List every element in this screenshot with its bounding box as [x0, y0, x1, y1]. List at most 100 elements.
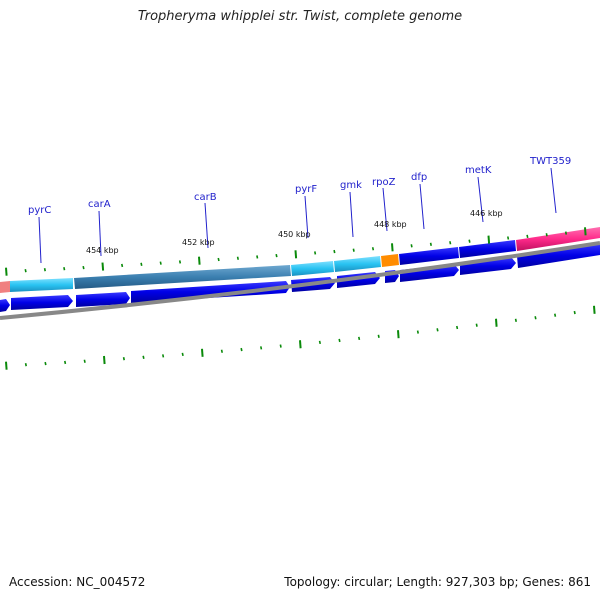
minor-tick [181, 352, 184, 357]
minor-tick [554, 313, 557, 317]
gene-arrow[interactable] [517, 243, 600, 268]
minor-tick [534, 316, 537, 320]
minor-tick [256, 255, 259, 259]
cog-segment-light-blue [10, 278, 73, 292]
minor-tick [83, 359, 86, 363]
minor-tick [377, 334, 380, 338]
cog-segment-orange [381, 254, 399, 267]
minor-tick [82, 265, 85, 270]
minor-tick [507, 236, 510, 240]
minor-tick [358, 336, 361, 341]
minor-tick [436, 328, 439, 332]
cog-segment-blue [399, 247, 459, 265]
minor-tick [352, 248, 355, 252]
minor-tick [64, 360, 67, 365]
gene-label-pyrC[interactable]: pyrC [28, 205, 51, 216]
outer-tick-ring [5, 227, 587, 276]
major-tick [198, 256, 201, 265]
minor-tick [573, 310, 576, 315]
minor-tick [122, 357, 125, 361]
minor-tick [475, 323, 478, 327]
minor-tick [410, 244, 413, 248]
cog-segment-pink [516, 227, 600, 251]
leader-lines [38, 167, 557, 264]
accession-text: Accession: NC_004572 [9, 575, 146, 589]
minor-tick [545, 233, 548, 237]
minor-tick [275, 253, 278, 258]
minor-tick [468, 239, 471, 243]
gene-ring [0, 243, 600, 312]
minor-tick [333, 249, 336, 254]
minor-tick [178, 260, 182, 264]
gene-arrow[interactable] [76, 292, 130, 307]
genome-summary-text: Topology: circular; Length: 927,303 bp; … [284, 575, 591, 589]
gene-label-rpoZ[interactable]: rpoZ [372, 177, 396, 188]
gene-arrow[interactable] [11, 295, 73, 310]
minor-tick [44, 361, 47, 366]
gene-label-pyrF[interactable]: pyrF [295, 184, 317, 195]
minor-tick [63, 267, 66, 271]
gene-labels: pyrC carA carB pyrF gmk rpoZ dfp metK TW… [28, 156, 571, 216]
position-label-454kbp: 454 kbp [86, 246, 119, 255]
gene-arrow[interactable] [131, 281, 290, 303]
major-tick [201, 348, 204, 357]
minor-tick [456, 325, 459, 330]
minor-tick [217, 257, 220, 262]
cog-ring [0, 227, 600, 293]
position-label-452kbp: 452 kbp [182, 238, 215, 247]
cog-segment-light-blue-3 [334, 256, 381, 272]
minor-tick [260, 346, 263, 350]
major-tick [495, 318, 498, 327]
gene-label-carA[interactable]: carA [88, 199, 111, 210]
position-label-448kbp: 448 kbp [374, 220, 407, 229]
major-tick [101, 262, 105, 271]
minor-tick [564, 231, 568, 235]
cog-segment-light-blue-2 [291, 261, 334, 276]
minor-tick [240, 347, 243, 352]
minor-tick [416, 330, 419, 334]
major-tick [5, 361, 8, 370]
minor-tick [429, 242, 432, 246]
gene-label-dfp[interactable]: dfp [411, 172, 427, 183]
minor-tick [338, 338, 341, 343]
gene-label-gmk[interactable]: gmk [340, 180, 362, 191]
minor-tick [43, 268, 46, 272]
position-label-446kbp: 446 kbp [470, 209, 503, 218]
major-tick [584, 227, 587, 236]
major-tick [391, 243, 394, 252]
minor-tick [279, 344, 282, 348]
minor-tick [371, 247, 375, 251]
map-title: Tropheryma whipplei str. Twist, complete… [137, 9, 463, 24]
major-tick [397, 330, 400, 339]
minor-tick [526, 234, 529, 239]
major-tick [487, 235, 491, 244]
cog-segment-blue-2 [459, 240, 516, 258]
cog-segment-salmon [0, 281, 10, 293]
major-tick [299, 340, 302, 349]
minor-tick [514, 318, 517, 322]
gene-arrow[interactable] [0, 299, 10, 312]
major-tick [294, 250, 298, 259]
gene-label-carB[interactable]: carB [194, 192, 217, 203]
major-tick [103, 355, 106, 365]
major-tick [5, 267, 8, 276]
minor-tick [236, 256, 239, 260]
minor-tick [449, 241, 452, 245]
position-label-450kbp: 450 kbp [278, 230, 311, 239]
inner-tick-ring [5, 305, 596, 370]
minor-tick [162, 354, 165, 358]
minor-tick [142, 355, 145, 359]
minor-tick [220, 349, 223, 353]
minor-tick [140, 262, 143, 266]
backbone-arc [0, 241, 600, 320]
minor-tick [314, 251, 317, 255]
gene-label-TWT359[interactable]: TWT359 [529, 156, 571, 167]
minor-tick [159, 261, 162, 265]
minor-tick [24, 363, 27, 367]
cog-segment-steel-blue [74, 265, 291, 289]
gene-label-metK[interactable]: metK [465, 165, 492, 176]
minor-tick [318, 340, 321, 345]
minor-tick [121, 263, 124, 268]
minor-tick [24, 269, 27, 273]
